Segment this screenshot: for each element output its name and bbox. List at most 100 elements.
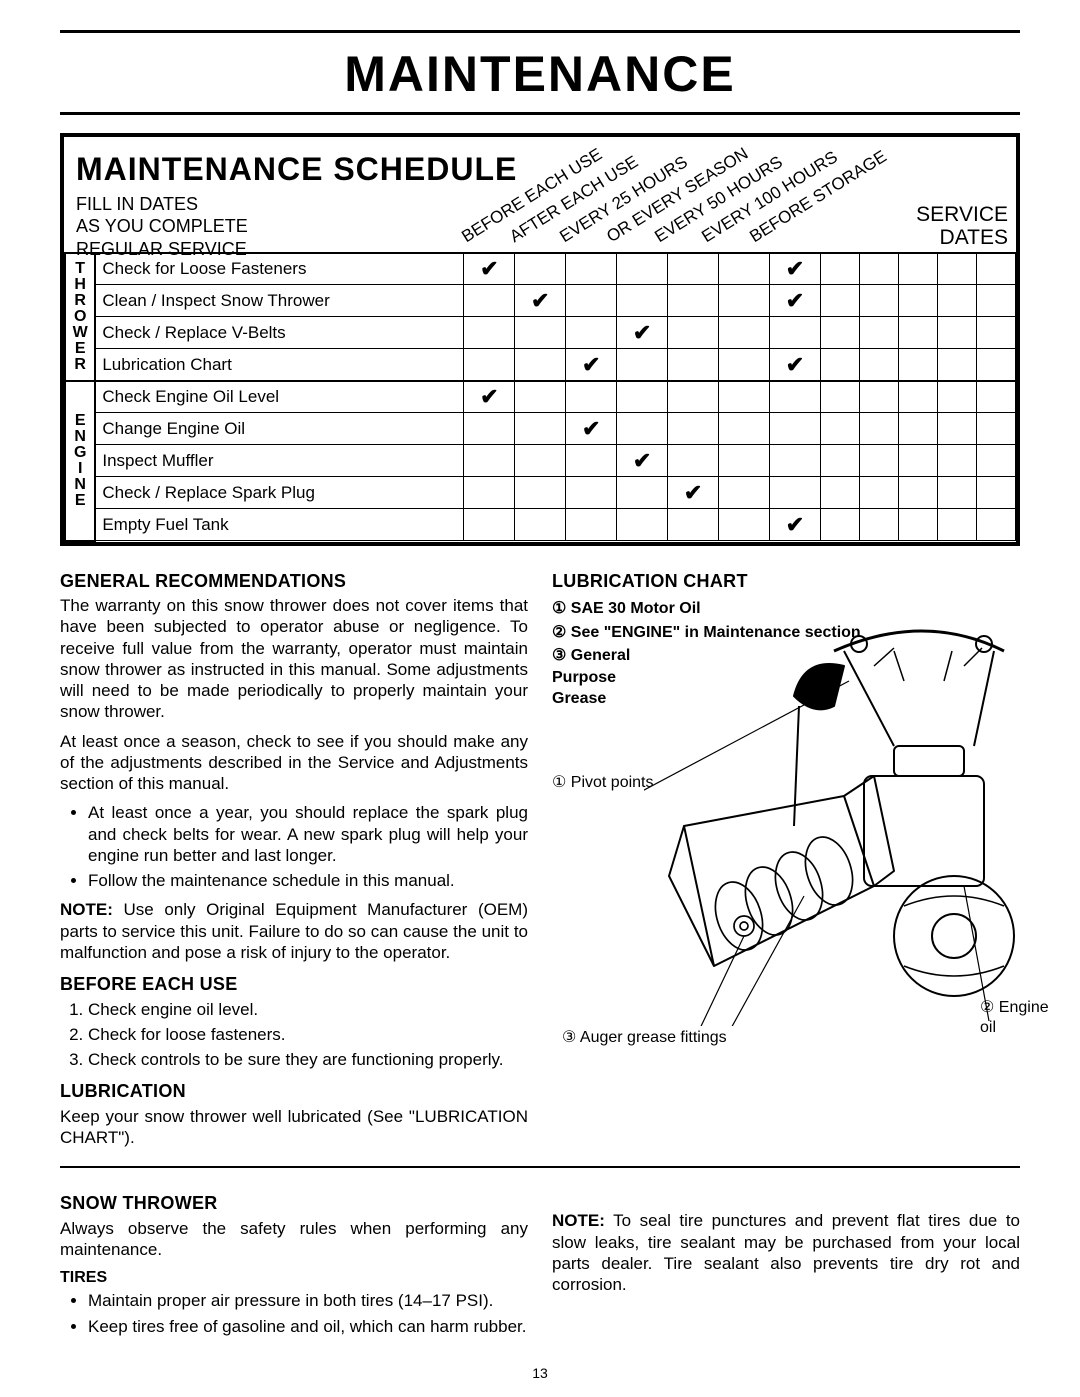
service-date-cell[interactable] — [898, 413, 937, 445]
check-cell — [515, 253, 566, 285]
service-date-cell[interactable] — [859, 317, 898, 349]
rowgroup-engine: ENGINE — [65, 381, 95, 541]
check-cell — [515, 317, 566, 349]
check-cell — [668, 509, 719, 541]
check-cell: ✔ — [617, 317, 668, 349]
service-date-cell[interactable] — [859, 509, 898, 541]
check-cell — [566, 445, 617, 477]
service-date-cell[interactable] — [898, 509, 937, 541]
check-cell — [668, 253, 719, 285]
task-cell: Change Engine Oil — [95, 413, 463, 445]
service-date-cell[interactable] — [859, 381, 898, 413]
service-date-cell[interactable] — [859, 285, 898, 317]
service-date-cell[interactable] — [820, 413, 859, 445]
legend-1: ① SAE 30 Motor Oil — [552, 598, 1020, 620]
service-date-cell[interactable] — [859, 413, 898, 445]
service-date-cell[interactable] — [937, 477, 976, 509]
check-cell — [719, 413, 770, 445]
note-text: To seal tire punctures and prevent flat … — [552, 1211, 1020, 1294]
service-date-cell[interactable] — [898, 477, 937, 509]
service-date-cell[interactable] — [937, 413, 976, 445]
snow-p1: Always observe the safety rules when per… — [60, 1218, 528, 1261]
service-date-cell[interactable] — [820, 285, 859, 317]
heading-lubrication: LUBRICATION — [60, 1080, 528, 1103]
service-date-cell[interactable] — [976, 509, 1015, 541]
service-date-cell[interactable] — [937, 285, 976, 317]
service-date-cell[interactable] — [898, 253, 937, 285]
check-cell — [464, 413, 515, 445]
list-item: At least once a year, you should replace… — [88, 802, 528, 866]
check-cell — [668, 445, 719, 477]
service-date-cell[interactable] — [937, 381, 976, 413]
check-cell — [719, 285, 770, 317]
schedule-sub-3: REGULAR SERVICE — [76, 239, 247, 259]
check-cell — [719, 509, 770, 541]
list-item: Check controls to be sure they are funct… — [88, 1049, 528, 1070]
service-date-cell[interactable] — [820, 445, 859, 477]
service-date-cell[interactable] — [976, 317, 1015, 349]
service-dates-1: SERVICE — [916, 203, 1008, 226]
service-date-cell[interactable] — [937, 349, 976, 381]
service-date-cell[interactable] — [937, 253, 976, 285]
top-rule — [60, 30, 1020, 33]
service-date-cell[interactable] — [898, 285, 937, 317]
service-date-cell[interactable] — [976, 285, 1015, 317]
service-date-cell[interactable] — [859, 445, 898, 477]
service-date-cell[interactable] — [898, 317, 937, 349]
service-date-cell[interactable] — [976, 253, 1015, 285]
heading-before-each: BEFORE EACH USE — [60, 973, 528, 996]
check-cell: ✔ — [617, 445, 668, 477]
list-item: Check engine oil level. — [88, 999, 528, 1020]
table-row: ENGINE Check Engine Oil Level ✔ — [65, 381, 1016, 413]
service-date-cell[interactable] — [898, 349, 937, 381]
service-date-cell[interactable] — [976, 349, 1015, 381]
service-date-cell[interactable] — [976, 445, 1015, 477]
check-cell — [719, 349, 770, 381]
check-cell — [668, 413, 719, 445]
task-cell: Check Engine Oil Level — [95, 381, 463, 413]
note-label: NOTE: — [552, 1211, 605, 1230]
lube-p1: Keep your snow thrower well lubricated (… — [60, 1106, 528, 1149]
service-date-cell[interactable] — [859, 349, 898, 381]
service-date-cell[interactable] — [859, 477, 898, 509]
service-date-cell[interactable] — [820, 253, 859, 285]
bottom-right: NOTE: To seal tire punctures and prevent… — [552, 1182, 1020, 1345]
service-date-cell[interactable] — [976, 477, 1015, 509]
check-cell — [515, 349, 566, 381]
service-date-cell[interactable] — [859, 253, 898, 285]
task-cell: Check / Replace V-Belts — [95, 317, 463, 349]
service-date-cell[interactable] — [937, 445, 976, 477]
table-row: Inspect Muffler ✔ — [65, 445, 1016, 477]
task-cell: Clean / Inspect Snow Thrower — [95, 285, 463, 317]
check-cell — [769, 445, 820, 477]
check-cell — [566, 477, 617, 509]
list-item: Follow the maintenance schedule in this … — [88, 870, 528, 891]
service-date-cell[interactable] — [937, 509, 976, 541]
service-date-cell[interactable] — [820, 349, 859, 381]
service-date-cell[interactable] — [937, 317, 976, 349]
service-date-cell[interactable] — [820, 509, 859, 541]
page-number: 13 — [60, 1365, 1020, 1383]
service-date-cell[interactable] — [820, 317, 859, 349]
gen-rec-p1: The warranty on this snow thrower does n… — [60, 595, 528, 723]
service-date-cell[interactable] — [976, 381, 1015, 413]
check-cell — [464, 509, 515, 541]
left-column: GENERAL RECOMMENDATIONS The warranty on … — [60, 560, 528, 1157]
check-cell — [617, 413, 668, 445]
check-cell — [566, 317, 617, 349]
check-cell — [719, 445, 770, 477]
service-date-cell[interactable] — [976, 413, 1015, 445]
service-date-cell[interactable] — [898, 381, 937, 413]
check-cell — [515, 445, 566, 477]
list-item: Keep tires free of gasoline and oil, whi… — [88, 1316, 528, 1337]
check-cell: ✔ — [464, 381, 515, 413]
check-cell — [515, 477, 566, 509]
service-date-cell[interactable] — [820, 477, 859, 509]
service-date-cell[interactable] — [898, 445, 937, 477]
callout-pivot: ① Pivot points — [552, 773, 654, 793]
task-cell: Empty Fuel Tank — [95, 509, 463, 541]
table-row: Check / Replace V-Belts ✔ — [65, 317, 1016, 349]
service-date-cell[interactable] — [820, 381, 859, 413]
rowgroup-thrower: THROWER — [65, 253, 95, 381]
check-cell — [617, 509, 668, 541]
